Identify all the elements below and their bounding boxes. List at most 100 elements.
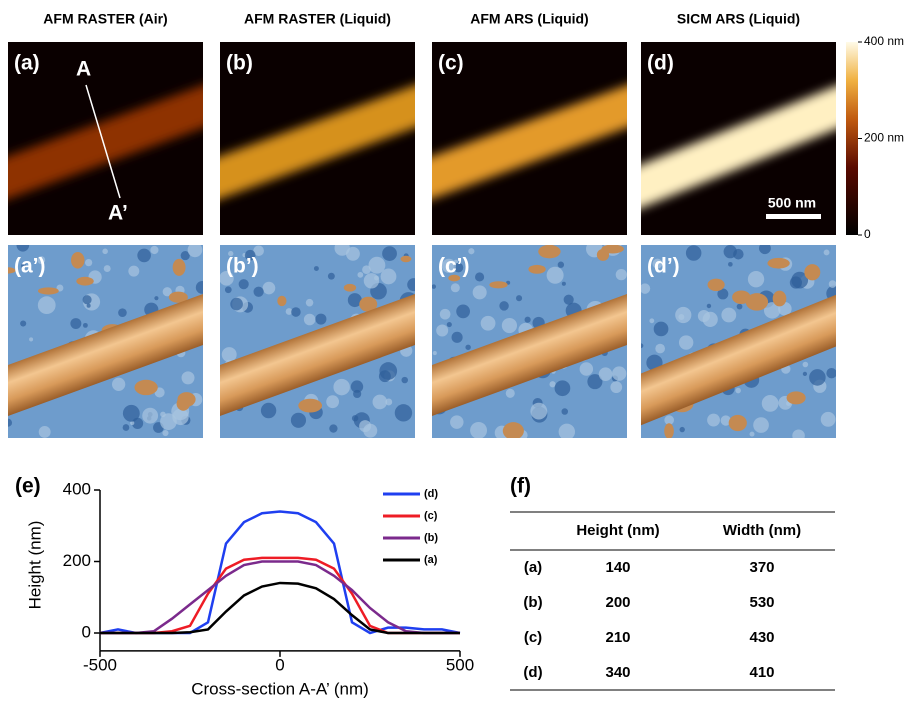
texture — [470, 421, 488, 438]
texture — [558, 423, 576, 438]
texture — [761, 395, 779, 412]
particle — [343, 283, 357, 292]
texture — [809, 369, 826, 386]
texture — [111, 377, 126, 391]
series-line — [100, 581, 460, 635]
panel-label: (e) — [15, 475, 41, 498]
colorbar-tick-label: 0 — [864, 227, 871, 241]
texture — [103, 265, 111, 273]
texture — [122, 424, 130, 431]
particle — [448, 274, 461, 282]
scale-bar-label: 500 nm — [768, 195, 816, 211]
x-tick-label: 0 — [275, 655, 284, 674]
texture — [37, 296, 56, 315]
texture — [82, 322, 88, 328]
panel-label: (d) — [647, 52, 674, 75]
texture — [313, 266, 319, 271]
colorbar-tick-label: 400 nm — [864, 34, 904, 48]
particle — [298, 398, 323, 413]
texture — [436, 324, 449, 337]
texture — [554, 380, 571, 397]
texture — [305, 298, 314, 307]
texture — [29, 337, 34, 342]
texture — [432, 351, 437, 356]
texture — [685, 245, 702, 261]
texture — [162, 287, 172, 297]
texture — [253, 286, 264, 297]
texture — [610, 381, 623, 394]
texture — [21, 263, 27, 269]
texture — [733, 248, 744, 260]
table-cell: (a) — [524, 559, 542, 576]
texture — [70, 318, 82, 330]
texture — [347, 293, 362, 308]
panel-title: SICM ARS (Liquid) — [677, 11, 800, 27]
texture — [446, 321, 452, 328]
texture — [162, 429, 169, 437]
y-axis-label: Height (nm) — [25, 521, 44, 610]
particle — [176, 396, 190, 411]
table-cell: (d) — [523, 664, 542, 681]
y-tick-label: 200 — [63, 551, 91, 570]
panel-label: (c) — [438, 52, 464, 75]
texture — [791, 271, 809, 289]
texture — [753, 417, 769, 433]
texture — [37, 256, 46, 264]
particle — [767, 257, 790, 269]
table-cell: 210 — [605, 629, 630, 646]
particle — [71, 251, 85, 269]
y-tick-label: 0 — [82, 622, 91, 641]
y-tick-label: 400 — [63, 479, 91, 498]
texture — [828, 280, 836, 288]
particle — [596, 248, 610, 261]
particle — [172, 258, 186, 276]
height-map — [641, 42, 836, 235]
texture — [142, 407, 159, 424]
texture — [516, 295, 523, 302]
legend-label: (a) — [424, 554, 438, 566]
particle — [786, 391, 806, 405]
texture — [465, 344, 471, 350]
texture — [697, 309, 710, 323]
texture — [150, 245, 159, 255]
texture — [363, 273, 380, 289]
texture — [230, 297, 243, 311]
texture — [357, 271, 364, 278]
texture — [315, 313, 327, 325]
texture — [368, 256, 386, 274]
texture — [501, 317, 518, 334]
texture — [561, 408, 569, 415]
texture — [8, 418, 13, 427]
panel-label: (b’) — [226, 255, 259, 278]
x-tick-label: 500 — [446, 655, 474, 674]
texture — [379, 362, 398, 380]
texture — [453, 262, 464, 273]
texture — [615, 269, 627, 281]
panel-label: (b) — [226, 52, 253, 75]
panel-title: AFM RASTER (Liquid) — [244, 11, 391, 27]
panel-label: (a) — [14, 52, 40, 75]
texture — [238, 279, 249, 290]
texture — [561, 281, 566, 286]
texture — [649, 318, 655, 324]
particle — [134, 379, 158, 396]
nanowire — [220, 284, 415, 426]
texture — [612, 366, 627, 381]
rendering-3d — [8, 245, 203, 438]
texture — [345, 246, 360, 261]
texture — [820, 411, 836, 427]
texture — [802, 371, 808, 376]
height-map — [220, 42, 415, 235]
texture — [380, 268, 397, 285]
texture — [262, 281, 276, 295]
texture — [549, 381, 556, 388]
texture — [118, 308, 127, 317]
texture — [84, 258, 93, 267]
texture — [187, 245, 203, 258]
texture — [524, 316, 531, 323]
texture — [394, 404, 413, 422]
texture — [102, 248, 108, 255]
particle — [538, 245, 561, 259]
texture — [326, 395, 340, 409]
